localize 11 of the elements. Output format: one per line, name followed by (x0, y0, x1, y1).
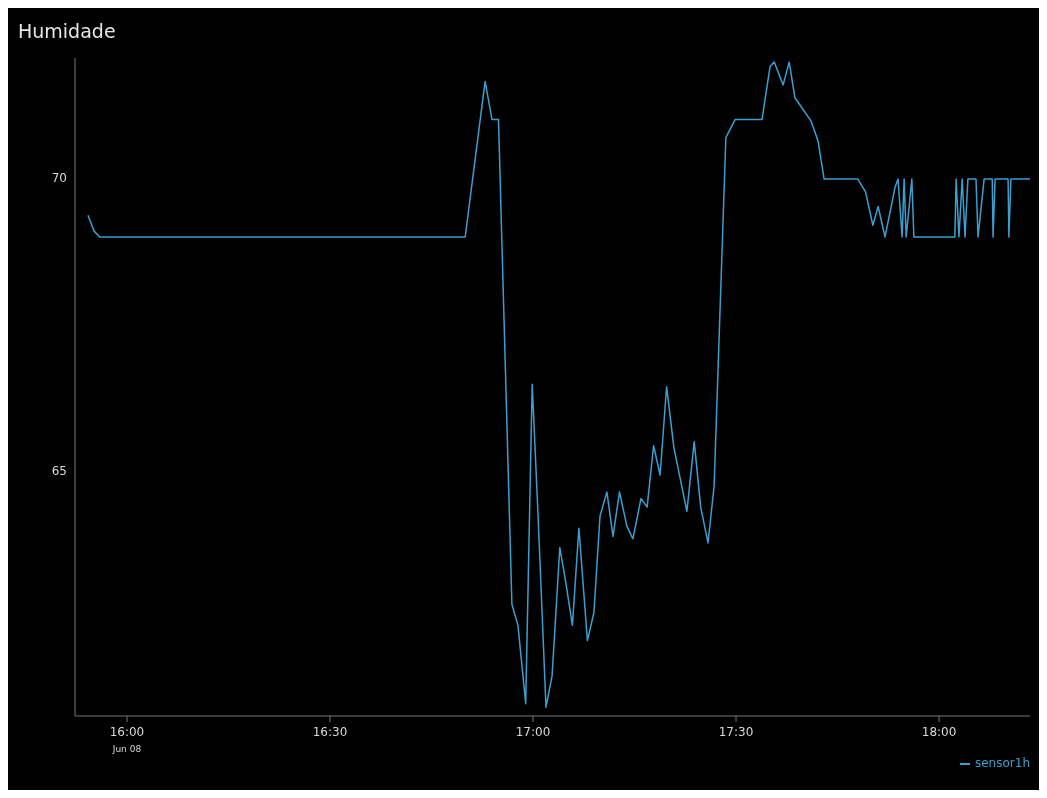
text: Jun 08 (111, 744, 143, 754)
x-tick-label: 17:30 (718, 725, 754, 739)
y-tick-label: 65 (51, 463, 67, 478)
y-tick-label: 70 (51, 171, 67, 186)
x-tick-label: 16:30 (312, 725, 348, 739)
legend-label: sensor1h (974, 756, 1030, 770)
x-tick-label: 18:00 (921, 725, 957, 739)
x-tick-label: 16:00 (109, 725, 145, 739)
chart-title: Humidade (18, 20, 116, 42)
line-series (87, 61, 1030, 708)
x-tick-label: 17:00 (515, 725, 551, 739)
